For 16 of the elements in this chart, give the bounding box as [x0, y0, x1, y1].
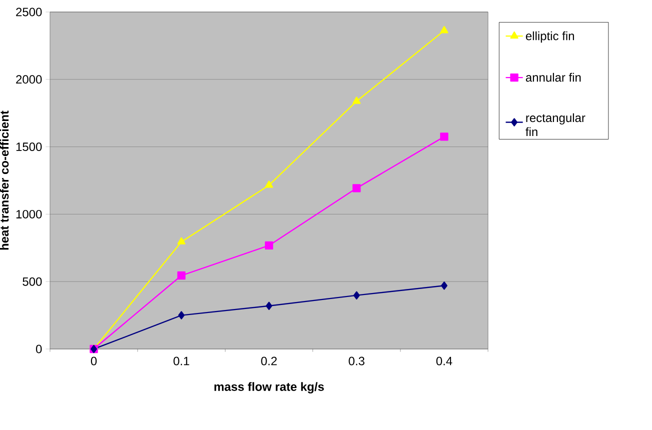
x-tick-label: 0.3 [348, 356, 364, 366]
y-tick-label: 1000 [16, 210, 42, 218]
y-tick-label: 2000 [16, 75, 42, 84]
y-tick-label: 500 [22, 277, 42, 286]
y-tick-label: 0 [36, 344, 42, 354]
x-tick-label: 0.2 [261, 356, 277, 366]
legend-label: annular fin [526, 72, 581, 82]
y-axis-title: heat transfer co-efficient [0, 110, 9, 250]
x-tick-label: 0 [90, 356, 97, 366]
y-tick-label: 2500 [16, 8, 42, 16]
x-tick-label: 0.4 [436, 356, 452, 366]
legend-label: rectangular fin [526, 113, 586, 136]
x-tick-label: 0.1 [174, 356, 190, 366]
legend-label: elliptic fin [526, 31, 574, 43]
x-axis-title: mass flow rate kg/s [214, 382, 324, 394]
y-tick-label: 1500 [16, 142, 42, 152]
